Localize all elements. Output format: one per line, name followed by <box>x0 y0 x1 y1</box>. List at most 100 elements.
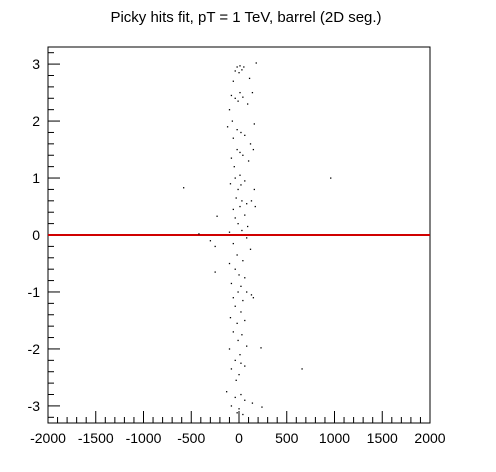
y-tick-label: -2 <box>28 341 41 357</box>
data-point <box>261 406 263 408</box>
data-point <box>240 131 242 134</box>
x-tick-label: -500 <box>177 430 205 446</box>
data-point <box>244 399 246 401</box>
data-point <box>234 268 236 270</box>
data-point <box>198 233 200 235</box>
data-point <box>239 174 241 176</box>
data-point <box>240 393 242 396</box>
data-point <box>242 413 244 416</box>
data-point <box>244 214 246 216</box>
data-point <box>252 148 255 151</box>
data-point <box>249 143 252 145</box>
data-point <box>239 65 241 67</box>
data-point <box>232 208 234 211</box>
data-point <box>235 379 237 381</box>
data-point <box>233 166 235 168</box>
data-point <box>234 97 236 99</box>
data-points <box>183 62 332 416</box>
data-point <box>241 200 243 202</box>
data-point <box>246 345 248 347</box>
data-point <box>236 148 238 151</box>
data-point <box>225 391 228 393</box>
data-point <box>232 137 234 139</box>
data-point <box>260 347 262 349</box>
data-point <box>254 205 256 208</box>
data-point <box>248 77 251 80</box>
data-point <box>242 154 244 156</box>
data-point <box>230 94 233 97</box>
data-point <box>246 203 248 205</box>
data-point <box>237 291 239 293</box>
data-point <box>232 297 234 299</box>
x-axis: -2000 -1500 -1000 -500 0 500 1000 1500 2000 <box>30 411 446 446</box>
data-point <box>228 109 231 111</box>
data-point <box>246 225 249 228</box>
data-point <box>246 103 249 105</box>
chart-title: Picky hits fit, pT = 1 TeV, barrel (2D s… <box>110 9 381 26</box>
data-point <box>241 69 243 71</box>
data-point <box>244 319 246 322</box>
data-point <box>232 331 234 333</box>
data-point <box>242 260 244 262</box>
data-point <box>240 184 242 186</box>
data-point <box>214 271 216 273</box>
x-tick-label: 1000 <box>319 430 350 446</box>
data-point <box>255 62 257 64</box>
data-point <box>251 402 254 404</box>
data-point <box>236 66 238 68</box>
data-point <box>234 70 236 72</box>
x-tick-label: 0 <box>235 430 243 446</box>
data-point <box>234 396 236 399</box>
data-point <box>238 274 240 276</box>
data-point <box>230 282 233 285</box>
data-point <box>244 180 246 182</box>
x-tick-label: 500 <box>275 430 299 446</box>
data-point <box>231 120 234 122</box>
y-tick-label: 0 <box>32 227 40 243</box>
data-point <box>230 157 233 159</box>
data-point <box>250 294 253 296</box>
data-point <box>251 91 254 94</box>
data-point <box>241 334 243 336</box>
data-point <box>253 188 255 191</box>
data-point <box>234 359 236 362</box>
x-tick-label: 2000 <box>414 430 445 446</box>
data-point <box>330 177 332 179</box>
data-point <box>301 368 303 370</box>
data-point <box>232 242 234 245</box>
data-point <box>242 96 244 98</box>
data-point <box>253 123 255 125</box>
data-point <box>242 299 244 302</box>
x-tick-label: -1000 <box>126 430 162 446</box>
data-point <box>236 412 238 414</box>
data-point <box>236 254 238 256</box>
data-point <box>246 237 248 239</box>
data-point <box>232 80 234 82</box>
data-point <box>239 91 241 94</box>
data-point <box>234 217 236 219</box>
data-point <box>237 339 239 342</box>
data-point <box>244 365 246 367</box>
data-point <box>237 100 239 102</box>
data-point <box>183 187 185 189</box>
data-point <box>240 285 242 287</box>
y-tick-label: -1 <box>28 284 41 300</box>
data-point <box>238 373 240 376</box>
data-point <box>243 66 245 68</box>
data-point <box>237 188 239 191</box>
data-point <box>230 405 233 407</box>
data-point <box>209 240 212 242</box>
data-point <box>236 129 238 131</box>
data-point <box>252 297 255 299</box>
data-point <box>226 126 229 128</box>
y-tick-label: 3 <box>32 56 40 72</box>
data-point <box>234 177 236 179</box>
y-tick-label: 1 <box>32 170 40 186</box>
data-point <box>216 215 218 217</box>
data-point <box>214 245 216 248</box>
y-tick-label: 2 <box>32 113 40 129</box>
data-point <box>239 151 241 154</box>
data-point <box>229 317 232 319</box>
data-point <box>238 408 240 410</box>
data-point <box>238 72 240 74</box>
